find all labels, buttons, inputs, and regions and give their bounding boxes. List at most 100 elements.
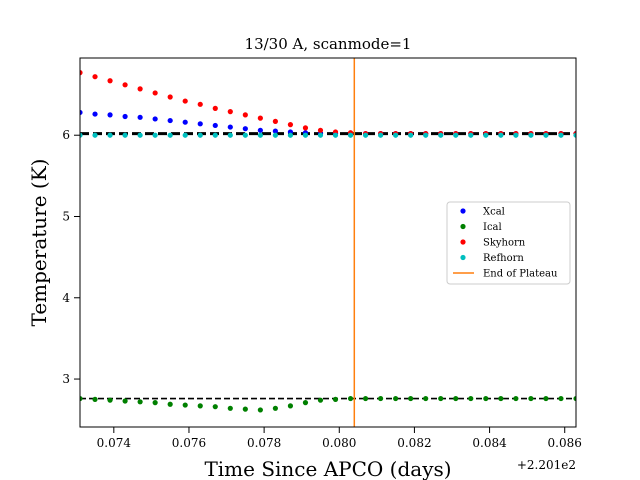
x-axis-offset-label: +2.201e2 [517, 458, 576, 472]
point-refhorn [362, 132, 369, 138]
point-skyhorn [242, 112, 248, 118]
legend-marker-refhorn [460, 254, 466, 261]
axes-frame [79, 57, 577, 428]
series-skyhorn [80, 70, 576, 137]
legend-label-end-of-plateau: End of Plateau [483, 269, 558, 280]
point-xcal [257, 127, 263, 133]
point-refhorn [513, 132, 519, 138]
point-xcal [137, 114, 143, 120]
x-tick-label: 0.074 [97, 436, 132, 450]
x-tick-label: 0.080 [322, 436, 356, 450]
legend-label-refhorn: Refhorn [483, 253, 524, 264]
point-ical [122, 398, 128, 404]
legend-label-ical: Ical [483, 222, 502, 233]
point-refhorn [573, 132, 576, 138]
point-xcal [167, 117, 173, 124]
y-tick-label: 4 [62, 291, 70, 305]
point-refhorn [408, 132, 414, 138]
point-xcal [272, 128, 278, 134]
point-xcal [227, 124, 233, 130]
point-refhorn [393, 132, 399, 138]
point-skyhorn [302, 125, 309, 131]
x-tick-label: 0.086 [548, 436, 582, 450]
x-tick-label: 0.078 [247, 436, 281, 450]
point-refhorn [122, 132, 128, 138]
point-ical [137, 399, 143, 405]
point-refhorn [438, 132, 444, 138]
point-refhorn [107, 132, 113, 138]
point-ical [80, 395, 83, 402]
point-refhorn [287, 132, 294, 138]
point-ical [242, 406, 248, 412]
point-refhorn [257, 132, 263, 138]
data-points-layer [80, 70, 576, 413]
point-skyhorn [272, 118, 278, 124]
point-xcal [242, 126, 248, 132]
point-ical [483, 395, 489, 402]
x-tick-label: 0.084 [472, 436, 507, 450]
point-ical [513, 395, 519, 402]
point-ical [287, 403, 294, 409]
point-skyhorn [317, 127, 324, 133]
point-skyhorn [107, 78, 113, 84]
y-tick-label: 6 [62, 128, 70, 142]
point-refhorn [483, 132, 489, 138]
point-refhorn [347, 132, 354, 138]
point-refhorn [453, 132, 459, 138]
point-skyhorn [212, 105, 218, 111]
point-refhorn [423, 132, 429, 138]
point-skyhorn [197, 101, 203, 107]
plot-area [80, 58, 576, 427]
point-refhorn [378, 132, 384, 138]
chart-title: 13/30 A, scanmode=1 [245, 35, 412, 53]
point-skyhorn [167, 94, 173, 100]
point-skyhorn [257, 115, 263, 121]
point-refhorn [80, 132, 83, 138]
point-ical [227, 405, 233, 411]
point-skyhorn [152, 90, 158, 96]
point-ical [438, 395, 444, 402]
point-refhorn [152, 132, 158, 138]
point-ical [317, 397, 324, 403]
point-xcal [212, 122, 218, 129]
point-refhorn [558, 132, 564, 138]
legend-box [446, 201, 571, 285]
point-ical [573, 395, 576, 402]
legend-label-skyhorn: Skyhorn [483, 238, 526, 249]
point-refhorn [167, 132, 173, 138]
point-refhorn [92, 132, 98, 138]
x-tick-label: 0.082 [397, 436, 431, 450]
point-ical [302, 400, 309, 406]
point-xcal [122, 113, 128, 120]
point-xcal [80, 109, 83, 116]
legend-marker-ical [460, 223, 466, 230]
point-refhorn [468, 132, 474, 138]
point-refhorn [332, 132, 339, 138]
point-refhorn [302, 132, 309, 138]
point-xcal [107, 112, 113, 118]
point-ical [558, 395, 564, 402]
legend-marker-skyhorn [460, 239, 466, 245]
point-ical [152, 400, 158, 406]
point-ical [362, 395, 369, 402]
legend-label-xcal: Xcal [483, 207, 505, 218]
point-refhorn [197, 132, 203, 138]
point-skyhorn [227, 109, 233, 115]
point-xcal [92, 111, 98, 117]
point-ical [393, 395, 399, 402]
point-skyhorn [92, 74, 98, 80]
point-skyhorn [137, 86, 143, 92]
point-ical [332, 396, 339, 402]
legend-marker-xcal [460, 208, 466, 214]
point-ical [107, 397, 113, 403]
legend: Xcal Ical Skyhorn Refhorn End of Plateau [446, 201, 571, 285]
point-refhorn [528, 132, 534, 138]
point-ical [167, 401, 173, 407]
point-xcal [182, 119, 188, 125]
y-axis-label: Temperature (K) [27, 159, 51, 327]
point-refhorn [212, 132, 218, 138]
point-skyhorn [80, 70, 83, 76]
point-ical [272, 405, 278, 411]
x-axis-label: Time Since APCO (days) [204, 457, 451, 480]
